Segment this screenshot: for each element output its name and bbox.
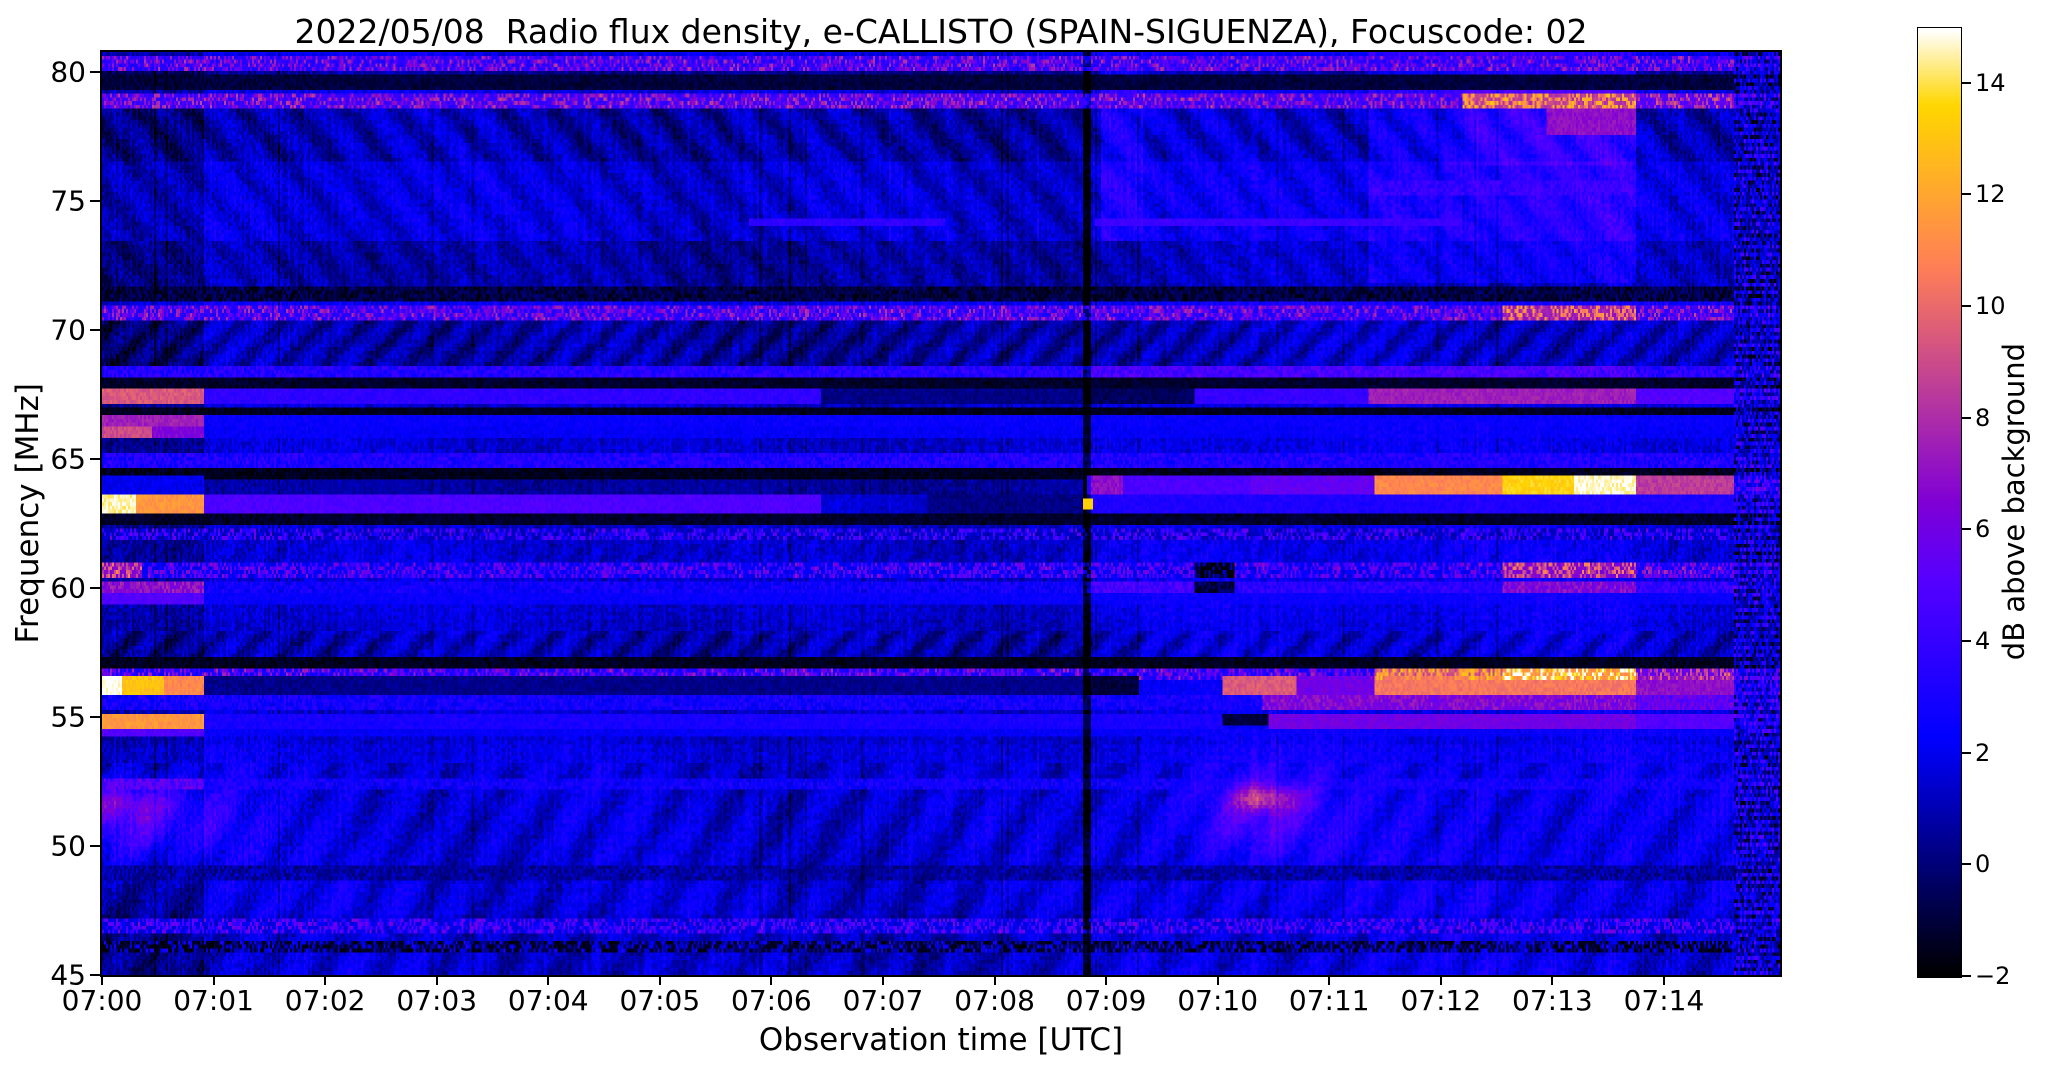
- x-tick-label: 07:10: [1177, 984, 1259, 1017]
- colorbar-tick-mark: [1962, 863, 1971, 866]
- x-tick-mark: [1105, 975, 1108, 985]
- x-tick-mark: [658, 975, 661, 985]
- x-tick-label: 07:02: [284, 984, 366, 1017]
- colorbar-tick-label: 0: [1975, 850, 1991, 879]
- x-tick-label: 07:08: [954, 984, 1035, 1017]
- x-tick-mark: [1439, 975, 1442, 985]
- x-tick-label: 07:06: [731, 984, 812, 1017]
- colorbar-tick-mark: [1962, 528, 1971, 531]
- x-tick-label: 07:00: [61, 984, 143, 1017]
- colorbar-tick-mark: [1962, 193, 1971, 196]
- y-tick-mark: [90, 974, 100, 976]
- y-tick-mark: [90, 845, 100, 848]
- y-tick-mark: [90, 458, 100, 461]
- x-axis-label: Observation time [UTC]: [758, 1022, 1124, 1058]
- x-tick-mark: [1551, 975, 1554, 985]
- x-tick-label: 07:01: [173, 984, 254, 1017]
- colorbar-tick-label: 12: [1975, 180, 2006, 209]
- x-tick-mark: [881, 975, 884, 985]
- y-tick-label: 50: [50, 829, 86, 863]
- spectrogram-canvas: [102, 52, 1780, 975]
- x-tick-mark: [770, 975, 773, 985]
- x-tick-mark: [993, 975, 996, 985]
- colorbar-tick-mark: [1962, 416, 1971, 419]
- x-tick-label: 07:05: [619, 984, 701, 1017]
- y-tick-label: 80: [50, 55, 86, 89]
- x-tick-mark: [1216, 975, 1219, 985]
- x-tick-label: 07:13: [1512, 984, 1593, 1017]
- colorbar-tick-mark: [1962, 640, 1971, 643]
- colorbar-tick-label: 14: [1975, 68, 2006, 97]
- x-tick-label: 07:03: [396, 984, 478, 1017]
- x-tick-mark: [1662, 975, 1665, 985]
- colorbar-tick-mark: [1962, 751, 1971, 754]
- colorbar-tick-label: 4: [1975, 627, 1991, 656]
- x-tick-mark: [212, 975, 215, 985]
- colorbar-tick-label: −2: [1975, 962, 2011, 990]
- x-tick-label: 07:07: [842, 984, 924, 1017]
- y-tick-mark: [90, 71, 100, 74]
- y-axis-label: Frequency [MHz]: [10, 383, 46, 644]
- chart-title: 2022/05/08 Radio flux density, e-CALLIST…: [294, 12, 1588, 51]
- x-tick-mark: [324, 975, 327, 985]
- y-tick-mark: [90, 716, 100, 719]
- y-tick-label: 55: [50, 700, 86, 734]
- y-tick-label: 75: [50, 184, 86, 218]
- y-tick-label: 70: [50, 313, 86, 347]
- x-tick-label: 07:09: [1065, 984, 1147, 1017]
- y-tick-label: 60: [50, 571, 86, 605]
- x-tick-mark: [547, 975, 550, 985]
- x-tick-mark: [435, 975, 438, 985]
- y-tick-mark: [90, 587, 100, 590]
- colorbar-tick-mark: [1962, 305, 1971, 308]
- x-tick-label: 07:04: [507, 984, 589, 1017]
- x-tick-mark: [101, 975, 103, 985]
- colorbar-tick-mark: [1962, 81, 1971, 84]
- y-tick-mark: [90, 200, 100, 203]
- x-tick-label: 07:11: [1288, 984, 1370, 1017]
- spectrogram-plot-area: [100, 50, 1782, 977]
- colorbar-tick-mark: [1962, 975, 1971, 977]
- colorbar-gradient: [1918, 28, 1961, 977]
- colorbar: [1917, 27, 1962, 978]
- y-tick-mark: [90, 329, 100, 332]
- x-tick-mark: [1328, 975, 1331, 985]
- colorbar-label: dB above background: [1997, 342, 2031, 661]
- colorbar-tick-label: 2: [1975, 738, 1991, 767]
- colorbar-tick-label: 8: [1975, 403, 1991, 432]
- colorbar-tick-label: 10: [1975, 292, 2006, 321]
- colorbar-tick-label: 6: [1975, 515, 1991, 544]
- x-tick-label: 07:14: [1623, 984, 1705, 1017]
- y-tick-label: 65: [50, 442, 86, 476]
- y-tick-label: 45: [50, 958, 86, 992]
- x-tick-label: 07:12: [1400, 984, 1482, 1017]
